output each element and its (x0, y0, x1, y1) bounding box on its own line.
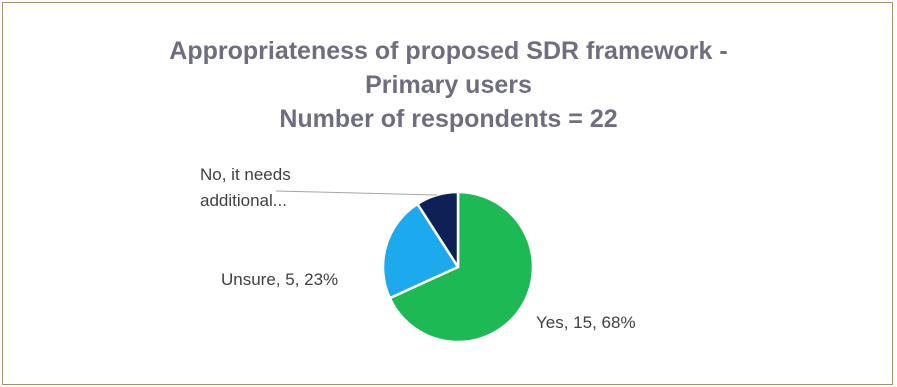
leader-line-no (275, 190, 438, 196)
data-label-no-line-1: No, it needs (200, 165, 291, 184)
chart-title-line-2: Primary users (365, 71, 532, 99)
pie-slice-yes (388, 190, 535, 344)
chart-title-line-1: Appropriateness of proposed SDR framewor… (169, 37, 728, 65)
data-label-yes: Yes, 15, 68% (536, 313, 636, 332)
chart-title-line-3: Number of respondents = 22 (279, 105, 618, 133)
chart-title: Appropriateness of proposed SDR framewor… (0, 34, 897, 136)
data-label-no-line-2: additional... (200, 191, 287, 210)
data-label-unsure: Unsure, 5, 23% (221, 270, 338, 289)
pie-slice-unsure (381, 202, 460, 300)
